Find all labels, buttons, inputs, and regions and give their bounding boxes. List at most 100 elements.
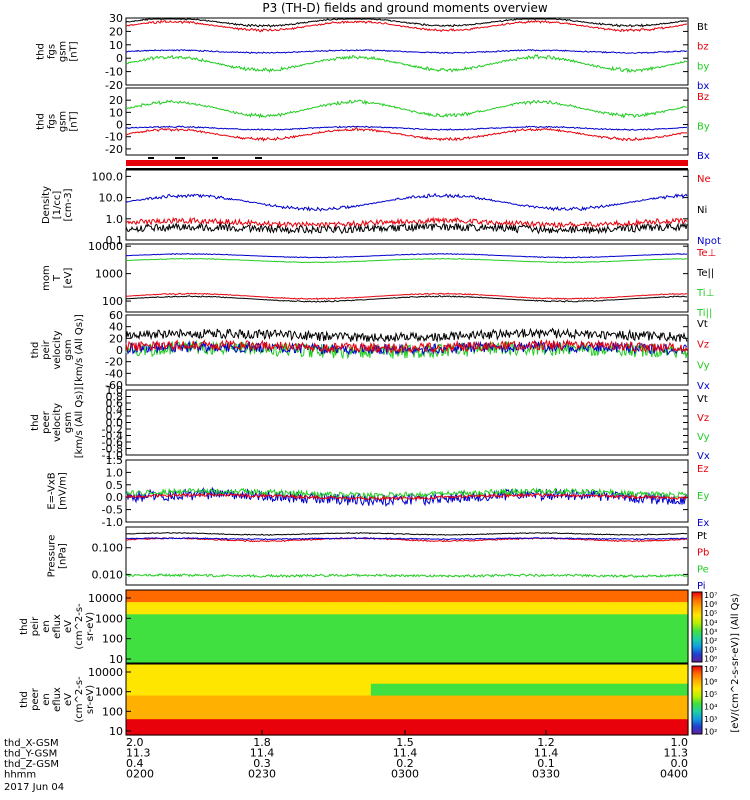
- spectro-cell: [543, 671, 549, 677]
- spectro-cell: [142, 598, 147, 603]
- spectro-cell: [226, 723, 231, 728]
- spectro-cell: [579, 630, 585, 636]
- spectro-cell: [415, 590, 420, 595]
- spectro-cell: [643, 598, 649, 603]
- spectro-cell: [579, 675, 585, 681]
- spectro-cell: [242, 646, 248, 652]
- spectro-cell: [411, 614, 416, 619]
- spectro-cell: [595, 691, 601, 697]
- spectro-cell: [398, 675, 404, 681]
- spectro-cell: [515, 723, 520, 728]
- spectro-cell: [411, 610, 416, 615]
- spectro-cell: [158, 646, 163, 652]
- spectro-cell: [555, 679, 561, 685]
- spectro-cell: [567, 646, 573, 652]
- spectro-cell: [671, 671, 677, 677]
- spectro-cell: [394, 626, 400, 632]
- spectro-cell: [439, 650, 444, 656]
- spectro-cell: [158, 602, 163, 607]
- spectro-cell: [346, 691, 352, 697]
- spectro-cell: [286, 715, 292, 720]
- spectro-cell: [274, 703, 280, 708]
- spectro-cell: [463, 590, 468, 595]
- spectro-cell: [354, 719, 360, 724]
- spectro-cell: [423, 715, 428, 720]
- y-tick-label: 1.0: [106, 384, 124, 397]
- spectro-cell: [471, 687, 476, 693]
- spectro-cell: [354, 687, 360, 693]
- spectro-cell: [138, 699, 143, 705]
- spectro-cell: [575, 658, 581, 664]
- spectro-cell: [266, 642, 272, 648]
- spectro-cell: [190, 675, 195, 681]
- spectro-cell: [659, 626, 665, 632]
- spectro-cell: [415, 602, 420, 607]
- spectro-cell: [471, 594, 476, 599]
- spectro-cell: [523, 630, 529, 636]
- spectro-cell: [659, 687, 665, 693]
- spectro-cell: [126, 719, 131, 724]
- spectro-cell: [190, 667, 195, 673]
- spectro-cell: [607, 719, 613, 724]
- spectro-cell: [298, 711, 304, 716]
- spectro-cell: [298, 646, 304, 652]
- spectro-cell: [186, 707, 191, 712]
- spectro-cell: [286, 691, 292, 697]
- spectro-cell: [595, 594, 601, 599]
- spectro-cell: [475, 719, 480, 724]
- spectro-cell: [531, 719, 537, 724]
- spectro-cell: [451, 618, 456, 624]
- spectro-cell: [547, 667, 553, 673]
- spectro-cell: [150, 703, 155, 708]
- spectro-cell: [519, 598, 525, 603]
- spectro-cell: [471, 683, 476, 689]
- spectro-cell: [174, 687, 179, 693]
- spectro-cell: [579, 699, 585, 705]
- spectro-cell: [230, 642, 235, 648]
- spectro-cell: [555, 630, 561, 636]
- spectro-cell: [394, 654, 400, 660]
- legend-Ti⊥: Ti⊥: [696, 288, 714, 299]
- spectro-cell: [134, 638, 139, 644]
- spectro-cell: [667, 699, 673, 705]
- spectro-cell: [411, 683, 416, 689]
- spectro-cell: [423, 658, 428, 664]
- spectro-cell: [386, 699, 392, 705]
- spectro-cell: [599, 707, 605, 712]
- spectro-cell: [515, 634, 520, 640]
- spectro-cell: [655, 634, 661, 640]
- spectro-cell: [322, 695, 328, 701]
- spectro-cell: [386, 634, 392, 640]
- spectro-cell: [679, 683, 685, 689]
- spectro-cell: [126, 642, 131, 648]
- spectro-cell: [358, 707, 364, 712]
- spectro-cell: [346, 606, 352, 611]
- spectro-cell: [567, 602, 573, 607]
- series-Npot: [125, 192, 688, 212]
- spectro-cell: [551, 638, 557, 644]
- spectro-cell: [455, 614, 460, 619]
- spectro-cell: [338, 723, 344, 728]
- spectro-cell: [178, 610, 183, 615]
- spectro-cell: [447, 695, 452, 701]
- spectro-cell: [475, 630, 480, 636]
- spectro-cell: [647, 626, 653, 632]
- spectro-cell: [435, 703, 440, 708]
- spectro-cell: [463, 723, 468, 728]
- spectro-cell: [262, 679, 268, 685]
- spectro-cell: [210, 650, 215, 656]
- spectro-cell: [479, 683, 484, 689]
- spectro-cell: [415, 687, 420, 693]
- spectro-cell: [507, 683, 512, 689]
- spectro-cell: [194, 610, 199, 615]
- spectro-cell: [479, 667, 484, 673]
- spectro-cell: [679, 626, 685, 632]
- spectro-cell: [338, 711, 344, 716]
- spectro-cell: [354, 671, 360, 677]
- spectro-cell: [334, 675, 340, 681]
- spectro-cell: [314, 610, 320, 615]
- legend-Pe: Pe: [697, 564, 709, 575]
- spectro-cell: [186, 642, 191, 648]
- spectro-cell: [398, 683, 404, 689]
- spectro-cell: [398, 695, 404, 701]
